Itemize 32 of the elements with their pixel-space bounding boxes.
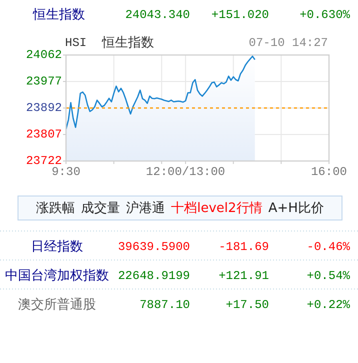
y-tick-label: 24062 <box>26 48 62 62</box>
text: 日经指数 <box>31 240 83 254</box>
text: HSI <box>65 36 87 50</box>
text: 22648.9199 <box>118 269 190 283</box>
text: +0.54% <box>306 269 351 283</box>
text: +121.91 <box>218 269 269 283</box>
y-tick-label: 23892 <box>26 101 62 115</box>
text: 涨跌幅 <box>36 200 76 216</box>
x-tick-label: 16:00 <box>310 165 348 179</box>
text: 39639.5900 <box>118 240 190 254</box>
text: 中国台湾加权指数 <box>5 268 109 284</box>
text: -181.69 <box>218 240 269 254</box>
text: 恒生指数 <box>101 36 154 50</box>
text: A+H比价 <box>268 200 324 216</box>
text: 沪港通 <box>126 200 166 216</box>
chart-title: 恒生指数 <box>32 8 85 22</box>
text: 成交量 <box>81 200 120 216</box>
text: +151.020 <box>211 8 269 22</box>
text: 7887.10 <box>140 298 190 312</box>
x-tick-label: 9:30 <box>52 165 80 179</box>
text: 澳交所普通股 <box>18 296 96 312</box>
text: +0.22% <box>306 298 351 312</box>
y-tick-label: 23977 <box>26 74 62 88</box>
text: 07-10 14:27 <box>248 36 328 50</box>
text: 十档level2行情 <box>171 200 262 216</box>
text: +0.630% <box>300 8 351 22</box>
text: -0.46% <box>306 240 351 254</box>
text: +17.50 <box>226 298 269 312</box>
text: 24043.340 <box>125 8 190 22</box>
x-tick-label: 12:00/13:00 <box>146 165 226 179</box>
y-tick-label: 23722 <box>26 154 62 168</box>
y-tick-label: 23807 <box>26 128 62 142</box>
